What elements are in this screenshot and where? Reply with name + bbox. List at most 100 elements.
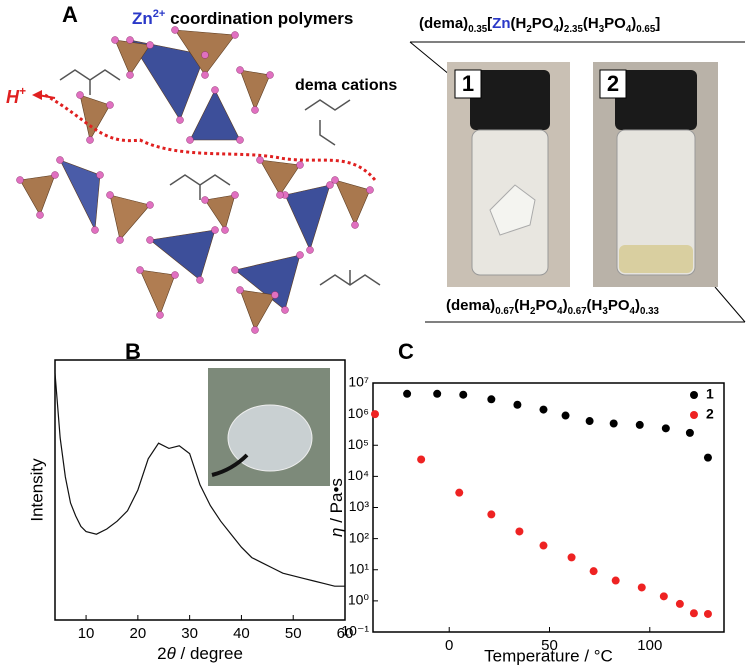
formula-part: 0.65 [636,24,656,35]
atom [76,91,84,99]
panel-label: B [125,339,141,364]
y-tick-label: 10⁷ [348,374,369,390]
atom [266,71,274,79]
formula-part: Zn [492,15,510,32]
atom [146,41,154,49]
label-box [454,69,482,99]
atom [296,251,304,259]
y-axis-label-part: η [327,527,346,536]
x-tick-label: 10 [78,625,95,642]
y-axis-label: Intensity [27,458,46,522]
data-point [609,419,618,428]
atom [126,36,134,44]
formula-part: (dema) [446,297,495,314]
structure-title-part: Zn [132,9,153,28]
formula-part: 2 [530,306,536,317]
tetrahedron [204,194,236,231]
atom [116,236,124,244]
formula-part: (dema) [419,15,468,32]
data-point [611,576,620,585]
data-point [513,400,522,409]
vial-cap [615,70,697,130]
data-point [403,389,412,398]
tetrahedron [19,174,56,216]
atom [146,236,154,244]
tetrahedron [189,89,241,141]
atom [201,51,209,59]
atom [236,286,244,294]
atom [256,156,264,164]
tetrahedron [109,194,151,241]
formula-part: ] [655,15,660,32]
legend-marker [690,391,698,399]
data-point [417,455,426,464]
atom [296,161,304,169]
atom [146,201,154,209]
data-point [661,424,670,433]
formula-part: PO [608,297,630,314]
atom [186,136,194,144]
tetrahedron [284,184,331,251]
data-point [371,410,380,419]
atom [281,306,289,314]
tetrahedron [239,69,271,111]
legend-label: 2 [706,406,714,422]
x-axis-label: Temperature / °C [484,646,613,665]
atom [126,71,134,79]
data-point [433,389,442,398]
formula-part: ) [635,297,640,314]
formula-part: 0.67 [568,306,587,317]
atom [201,196,209,204]
formula-part: PO [604,15,626,32]
data-point [689,609,698,618]
vial-photos: 1 2 [409,41,746,323]
formula-part: (H [583,15,599,32]
x-tick-label: 30 [181,625,198,642]
data-point [703,609,712,618]
data-point [561,411,570,420]
tetrahedron [239,289,276,331]
atom [231,266,239,274]
formula-part: (H [511,15,527,32]
x-tick-label: 100 [637,637,662,654]
atom [36,211,44,219]
data-point [567,553,576,562]
atom [196,276,204,284]
data-point [515,527,524,536]
liquid [619,245,693,273]
atom [211,86,219,94]
formula-part: 4 [553,24,559,35]
y-tick-label: 10⁻¹ [341,623,369,639]
formula-part: 3 [599,24,605,35]
atom [251,326,259,334]
structure-title-part: coordination polymers [165,9,353,28]
atom [176,116,184,124]
data-point [703,453,712,462]
atom [231,31,239,39]
atom [231,191,239,199]
y-axis-label-part: / Pa•s [327,478,346,527]
vial-label: 1 [462,71,474,96]
y-tick-label: 10⁶ [348,405,369,421]
atom [271,291,279,299]
atom [171,26,179,34]
tetrahedron [139,269,176,316]
formula-part: 0.35 [468,24,488,35]
tweezer [211,453,249,477]
tetrahedron [129,39,206,121]
atom [236,66,244,74]
data-point [455,488,464,497]
cation-label: dema cations [295,77,397,94]
x-tick-label: 50 [541,637,558,654]
x-tick-label: 40 [233,625,250,642]
label-box [599,69,627,99]
data-point [539,541,548,550]
atom [56,156,64,164]
vial-label: 2 [607,71,619,96]
formula-part: 2 [526,24,532,35]
proton-label-part: H [6,87,20,107]
formula: (dema)0.35[Zn(H2PO4)2.35(H3PO4)0.65] [419,15,660,35]
y-tick-label: 10⁴ [347,467,369,483]
x-tick-label: 20 [130,625,147,642]
data-point [685,428,694,437]
